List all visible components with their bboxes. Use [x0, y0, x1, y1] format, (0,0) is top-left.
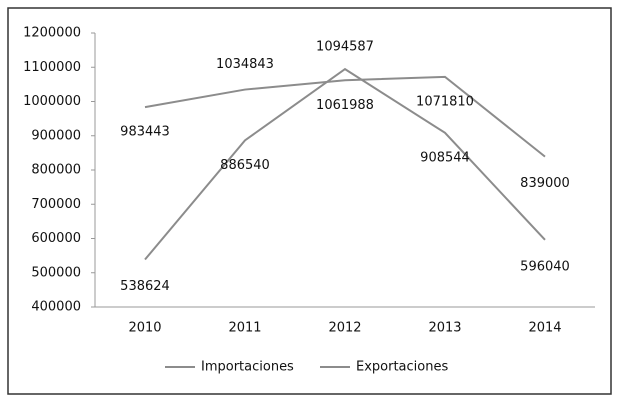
y-tick-label: 400000	[31, 300, 81, 315]
data-label: 1034843	[216, 57, 274, 72]
x-tick-label: 2010	[128, 321, 161, 336]
x-tick-label: 2011	[228, 321, 261, 336]
y-tick-label: 700000	[31, 197, 81, 212]
series-line	[144, 67, 546, 261]
x-tick-label: 2014	[528, 321, 561, 336]
data-label: 596040	[520, 259, 570, 274]
data-label: 983443	[120, 125, 170, 140]
y-tick-label: 1200000	[23, 26, 81, 41]
legend-label: Exportaciones	[356, 360, 448, 375]
y-tick-label: 600000	[31, 231, 81, 246]
data-label: 908544	[420, 150, 470, 165]
series-line	[144, 75, 546, 158]
y-tick-label: 1100000	[23, 60, 81, 75]
data-label: 1094587	[316, 40, 374, 55]
y-tick-label: 900000	[31, 128, 81, 143]
data-label: 1061988	[316, 98, 374, 113]
chart-frame	[7, 7, 612, 395]
x-tick-label: 2012	[328, 321, 361, 336]
data-label: 1071810	[416, 94, 474, 109]
y-tick-label: 800000	[31, 163, 81, 178]
legend-label: Importaciones	[201, 360, 294, 375]
data-label: 538624	[120, 279, 170, 294]
y-tick-label: 1000000	[23, 94, 81, 109]
y-tick-label: 500000	[31, 265, 81, 280]
data-label: 886540	[220, 158, 270, 173]
x-tick-label: 2013	[428, 321, 461, 336]
data-label: 839000	[520, 176, 570, 191]
